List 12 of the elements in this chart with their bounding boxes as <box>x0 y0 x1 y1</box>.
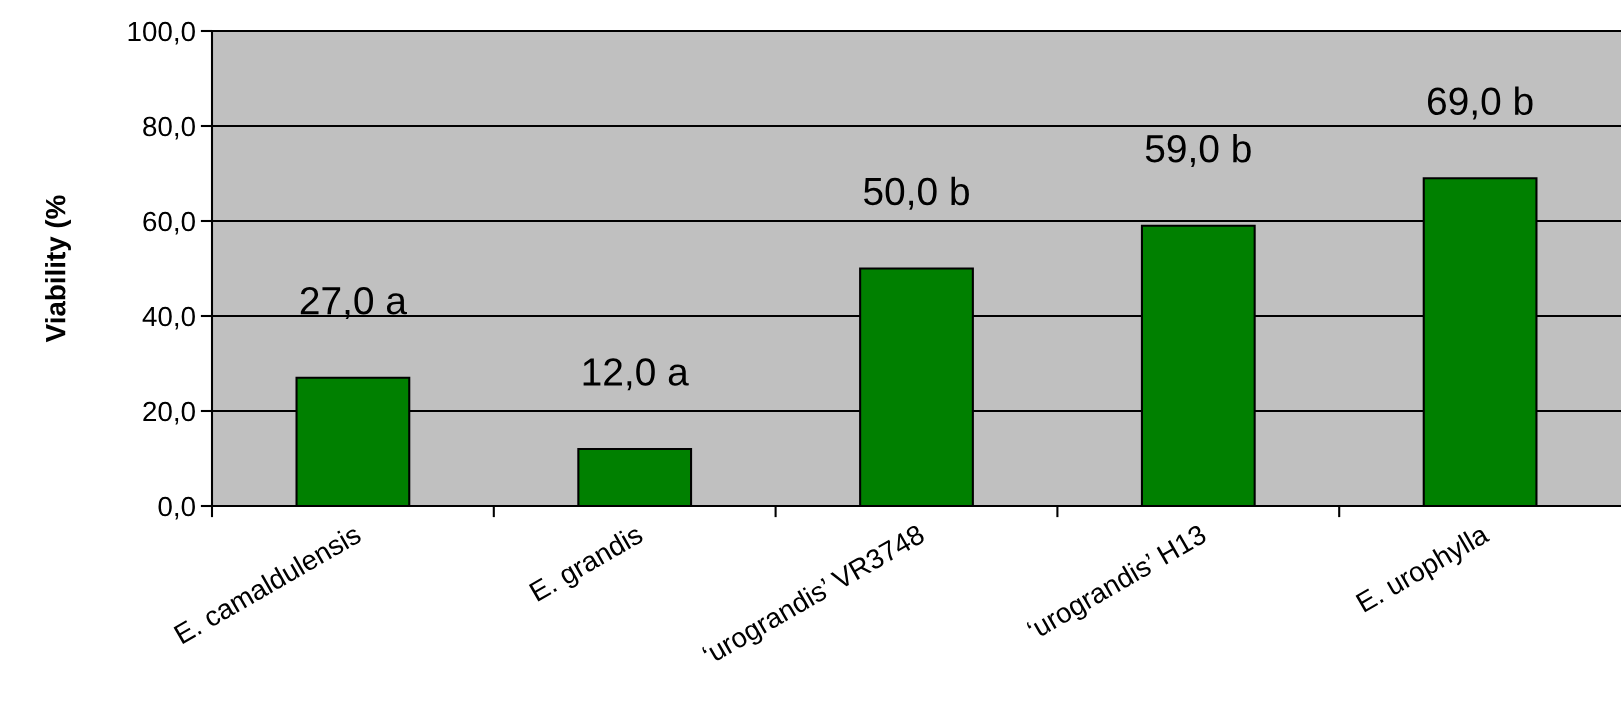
data-label: 27,0 a <box>300 286 407 320</box>
data-label: 59,0 b <box>1145 133 1251 168</box>
y-tick-label: 0,0 <box>158 496 195 520</box>
data-label: 50,0 b <box>864 176 969 210</box>
y-axis-title: Viability (% <box>45 195 71 343</box>
y-tick-label: 40,0 <box>142 306 195 330</box>
y-tick-label: 80,0 <box>143 116 195 140</box>
y-tick-label: 60,0 <box>143 211 195 235</box>
y-tick-label: 20,0 <box>143 401 195 425</box>
data-label: 69,0 b <box>1428 86 1533 120</box>
data-label: 12,0 a <box>583 358 689 391</box>
y-tick-label: 100,0 <box>128 21 195 45</box>
